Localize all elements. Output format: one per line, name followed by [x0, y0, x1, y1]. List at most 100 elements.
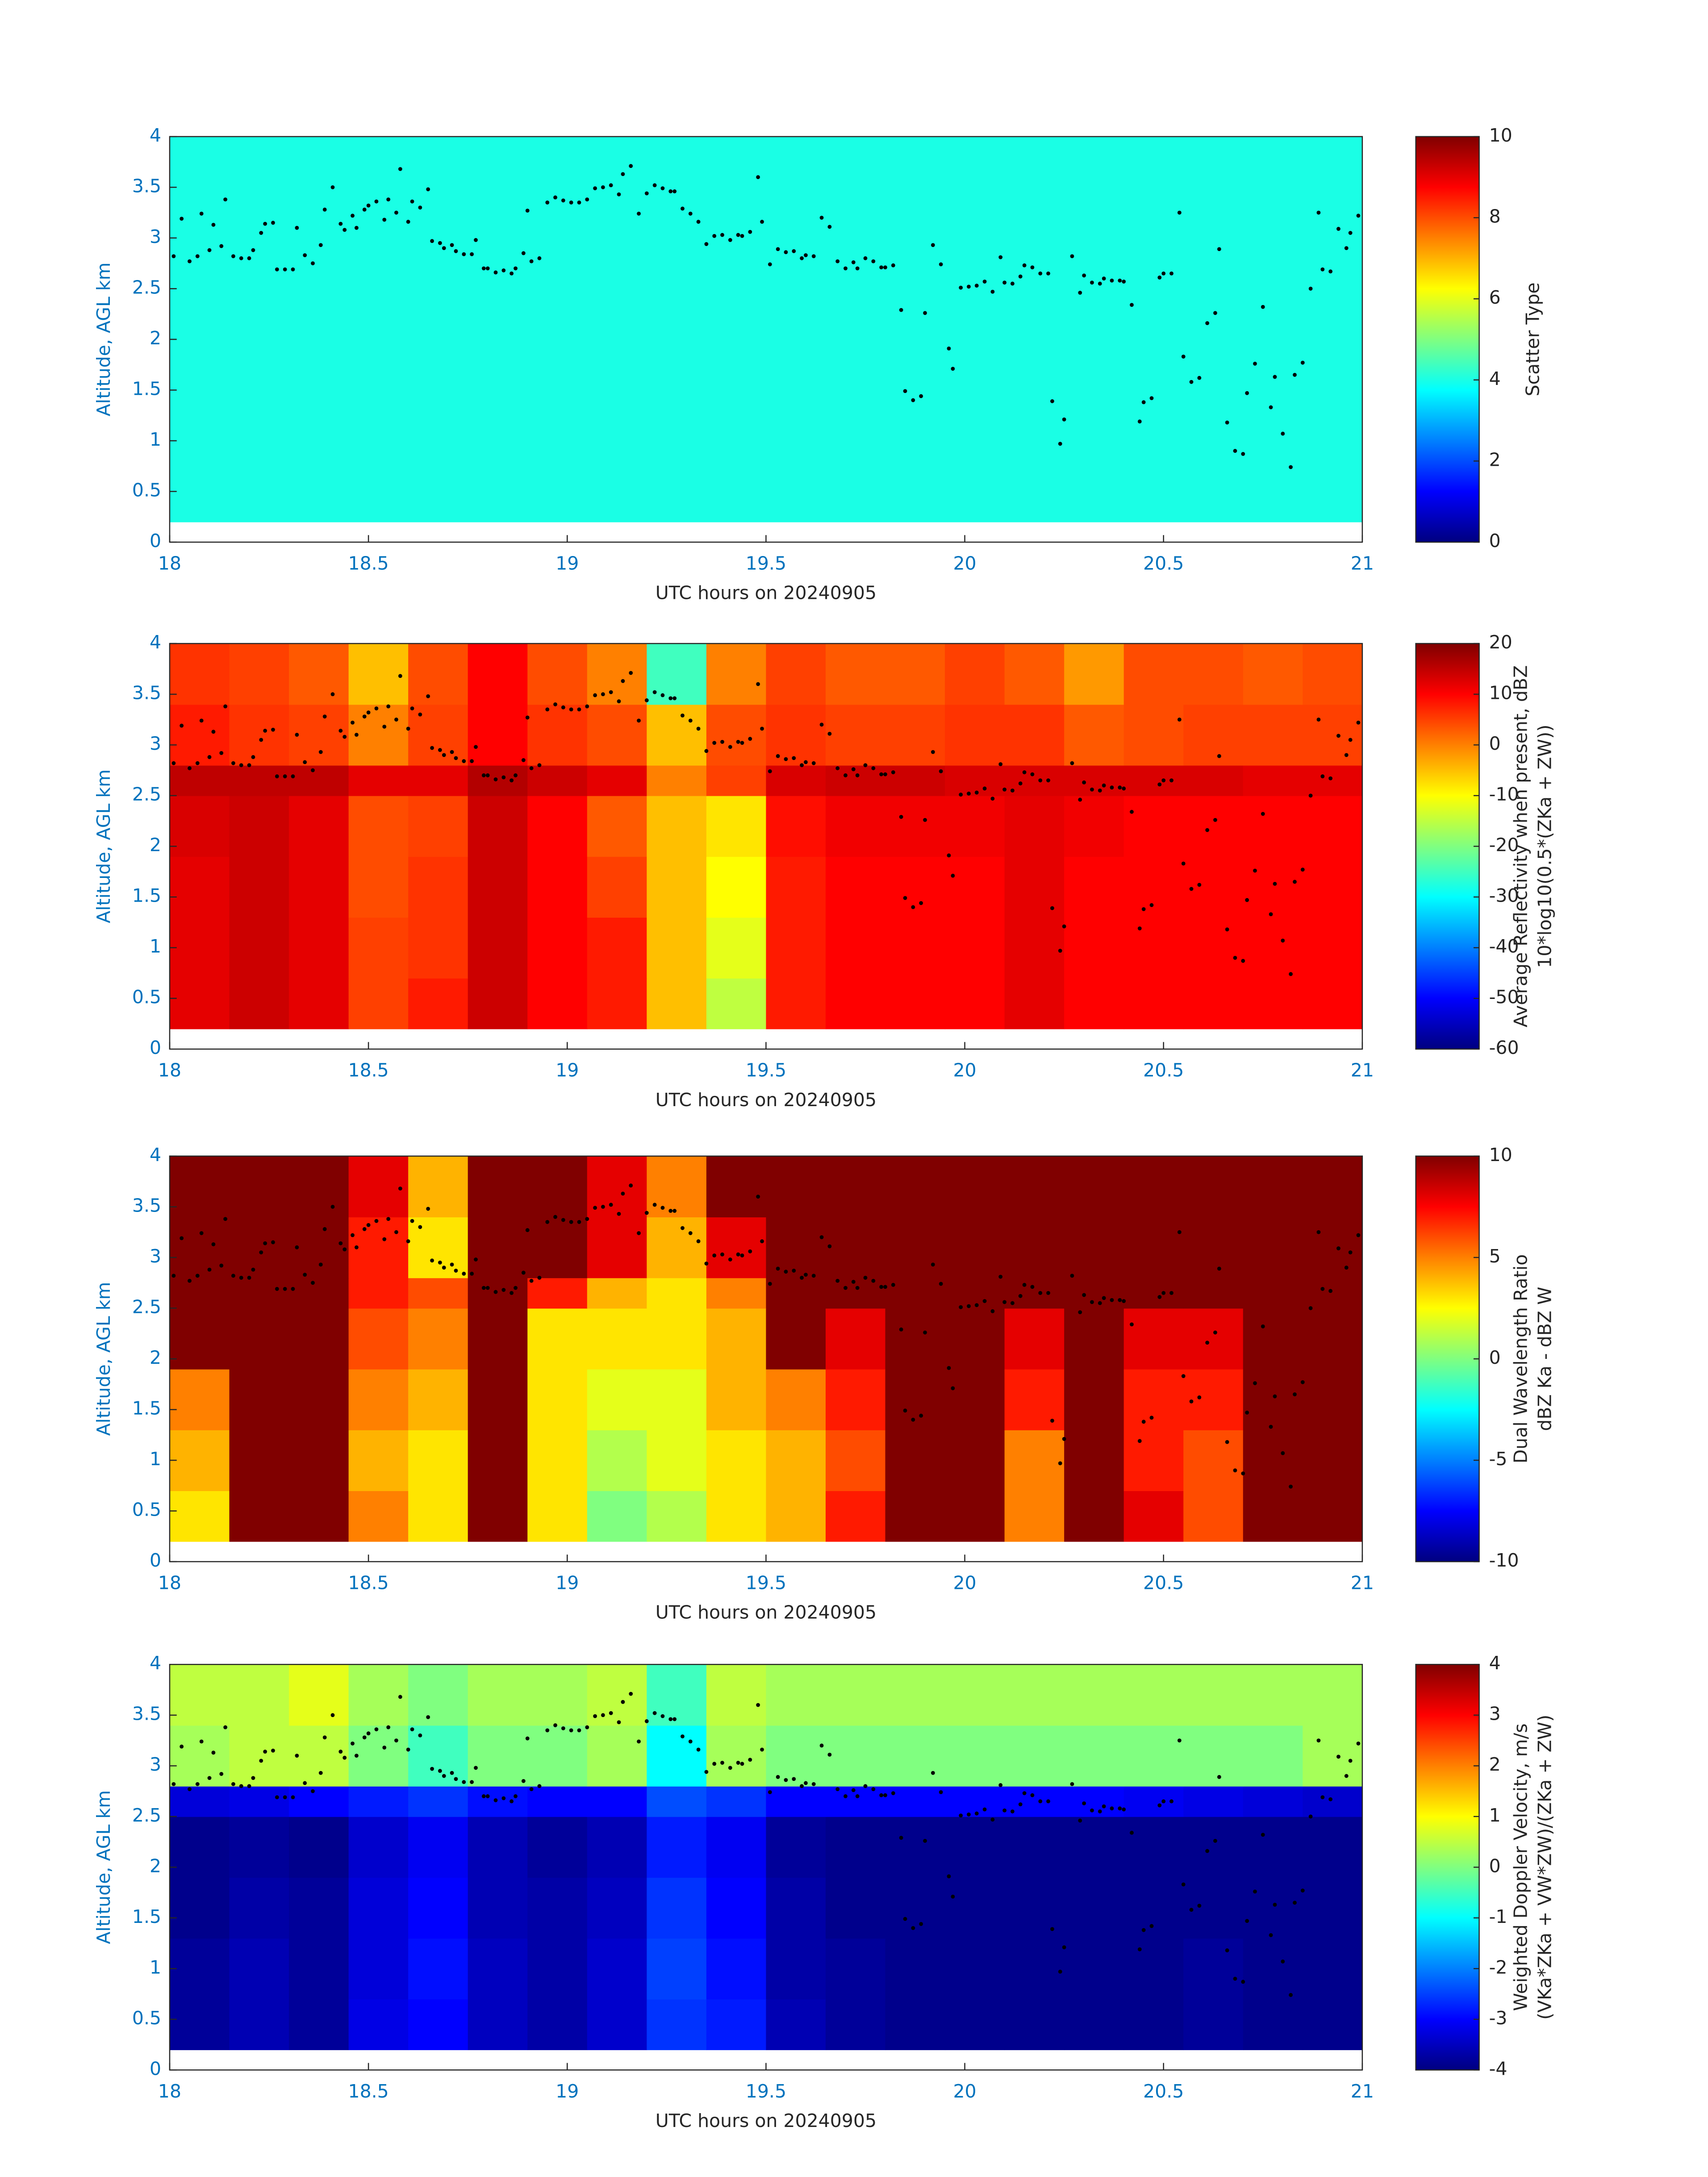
heatmap-cell: [527, 1429, 588, 1492]
echo-top-point: [1344, 246, 1349, 251]
heatmap-cell: [169, 1725, 230, 1787]
x-tick-label: 20: [953, 1572, 976, 1593]
heatmap-cell: [766, 1156, 826, 1218]
x-tick-label: 19: [555, 1060, 579, 1081]
echo-top-point: [1082, 273, 1086, 278]
echo-top-point: [704, 242, 709, 246]
echo-top-point: [207, 755, 212, 759]
echo-top-point: [617, 1212, 621, 1216]
echo-top-point: [295, 226, 299, 230]
echo-top-point: [1010, 1301, 1015, 1305]
echo-top-point: [577, 707, 581, 712]
colorbar-tick-label: 20: [1489, 631, 1512, 653]
heatmap-cell: [885, 1369, 945, 1430]
echo-top-point: [1348, 738, 1353, 742]
echo-top-point: [1293, 880, 1297, 884]
echo-top-point: [1130, 810, 1134, 814]
heatmap-cell: [1064, 1278, 1124, 1309]
heatmap-cell: [1123, 1369, 1184, 1430]
echo-top-point: [756, 1195, 760, 1199]
echo-top-point: [923, 1839, 927, 1843]
echo-top-point: [712, 741, 717, 745]
echo-top-point: [545, 201, 550, 205]
heatmap-cell: [706, 1156, 767, 1218]
heatmap-cell: [647, 1999, 707, 2050]
heatmap-cell: [825, 1491, 886, 1542]
heatmap-cell: [647, 765, 707, 796]
heatmap-cell: [825, 1664, 886, 1726]
echo-top-point: [1241, 959, 1245, 963]
echo-top-point: [470, 252, 474, 256]
heatmap-cell: [945, 1786, 1005, 1817]
heatmap-cell: [169, 704, 230, 766]
echo-top-point: [1205, 1849, 1210, 1853]
echo-top-point: [919, 394, 923, 398]
echo-top-point: [1225, 927, 1229, 932]
echo-top-point: [247, 763, 251, 767]
echo-top-point: [720, 1252, 724, 1257]
echo-top-point: [1205, 321, 1210, 326]
echo-top-point: [525, 1736, 530, 1741]
echo-top-point: [609, 690, 613, 694]
echo-top-point: [442, 1266, 446, 1270]
colorbar-tick-label: 1: [1489, 1805, 1501, 1826]
x-tick-label: 19.5: [746, 1572, 786, 1593]
echo-top-point: [1110, 278, 1114, 283]
echo-top-point: [509, 1799, 514, 1804]
y-tick-label: 1.5: [132, 1906, 161, 1927]
x-tick-label: 18.5: [348, 2081, 389, 2102]
echo-top-point: [899, 1836, 903, 1840]
echo-top-point: [259, 231, 263, 235]
echo-top-point: [863, 763, 868, 767]
x-tick-label: 21: [1351, 1572, 1374, 1593]
echo-top-point: [804, 1781, 808, 1785]
echo-top-point: [784, 1270, 788, 1274]
echo-top-point: [1177, 1230, 1182, 1234]
colorbar-label: Weighted Doppler Velocity, m/s: [1510, 1723, 1532, 2011]
y-tick-label: 0: [150, 1037, 161, 1058]
heatmap-cell: [825, 1308, 886, 1370]
echo-top-point: [180, 217, 184, 221]
echo-top-point: [1098, 788, 1102, 793]
heatmap-cell: [1183, 1877, 1244, 1939]
echo-top-point: [800, 256, 804, 260]
echo-top-point: [171, 1782, 176, 1786]
heatmap-cell: [468, 765, 528, 796]
heatmap-cell: [825, 1999, 886, 2050]
heatmap-cell: [885, 1308, 945, 1370]
heatmap-cell: [706, 1308, 767, 1370]
heatmap-cell: [169, 136, 1363, 522]
heatmap-cell: [885, 1664, 945, 1726]
x-tick-label: 20.5: [1143, 552, 1184, 574]
colorbar-tick-label: -10: [1489, 784, 1519, 805]
heatmap-cell: [885, 704, 945, 766]
heatmap-cell: [348, 1369, 409, 1430]
x-tick-label: 18: [158, 2081, 181, 2102]
heatmap-cell: [766, 1786, 826, 1817]
echo-top-point: [1197, 1904, 1202, 1908]
colorbar-tick-label: 2: [1489, 1754, 1501, 1775]
echo-top-point: [291, 267, 295, 272]
heatmap-cell: [1183, 704, 1244, 766]
heatmap-cell: [945, 1938, 1005, 2000]
echo-top-point: [1293, 1901, 1297, 1905]
echo-top-point: [784, 757, 788, 761]
echo-top-point: [1189, 887, 1194, 891]
echo-top-point: [1038, 271, 1043, 276]
heatmap-cell: [289, 704, 349, 766]
heatmap-cell: [1004, 1725, 1065, 1787]
heatmap-cell: [468, 1664, 528, 1726]
heatmap-cell: [1303, 917, 1363, 979]
heatmap-cell: [348, 1816, 409, 1878]
echo-top-point: [362, 1227, 367, 1231]
echo-top-point: [1300, 1380, 1305, 1384]
echo-top-point: [1098, 1301, 1102, 1305]
echo-top-point: [1161, 1799, 1166, 1804]
echo-top-point: [462, 252, 466, 256]
heatmap-cell: [885, 1156, 945, 1218]
echo-top-point: [529, 259, 534, 263]
echo-top-point: [617, 699, 621, 703]
echo-top-point: [410, 199, 414, 204]
heatmap-cell: [825, 917, 886, 979]
heatmap-cell: [229, 1156, 290, 1218]
